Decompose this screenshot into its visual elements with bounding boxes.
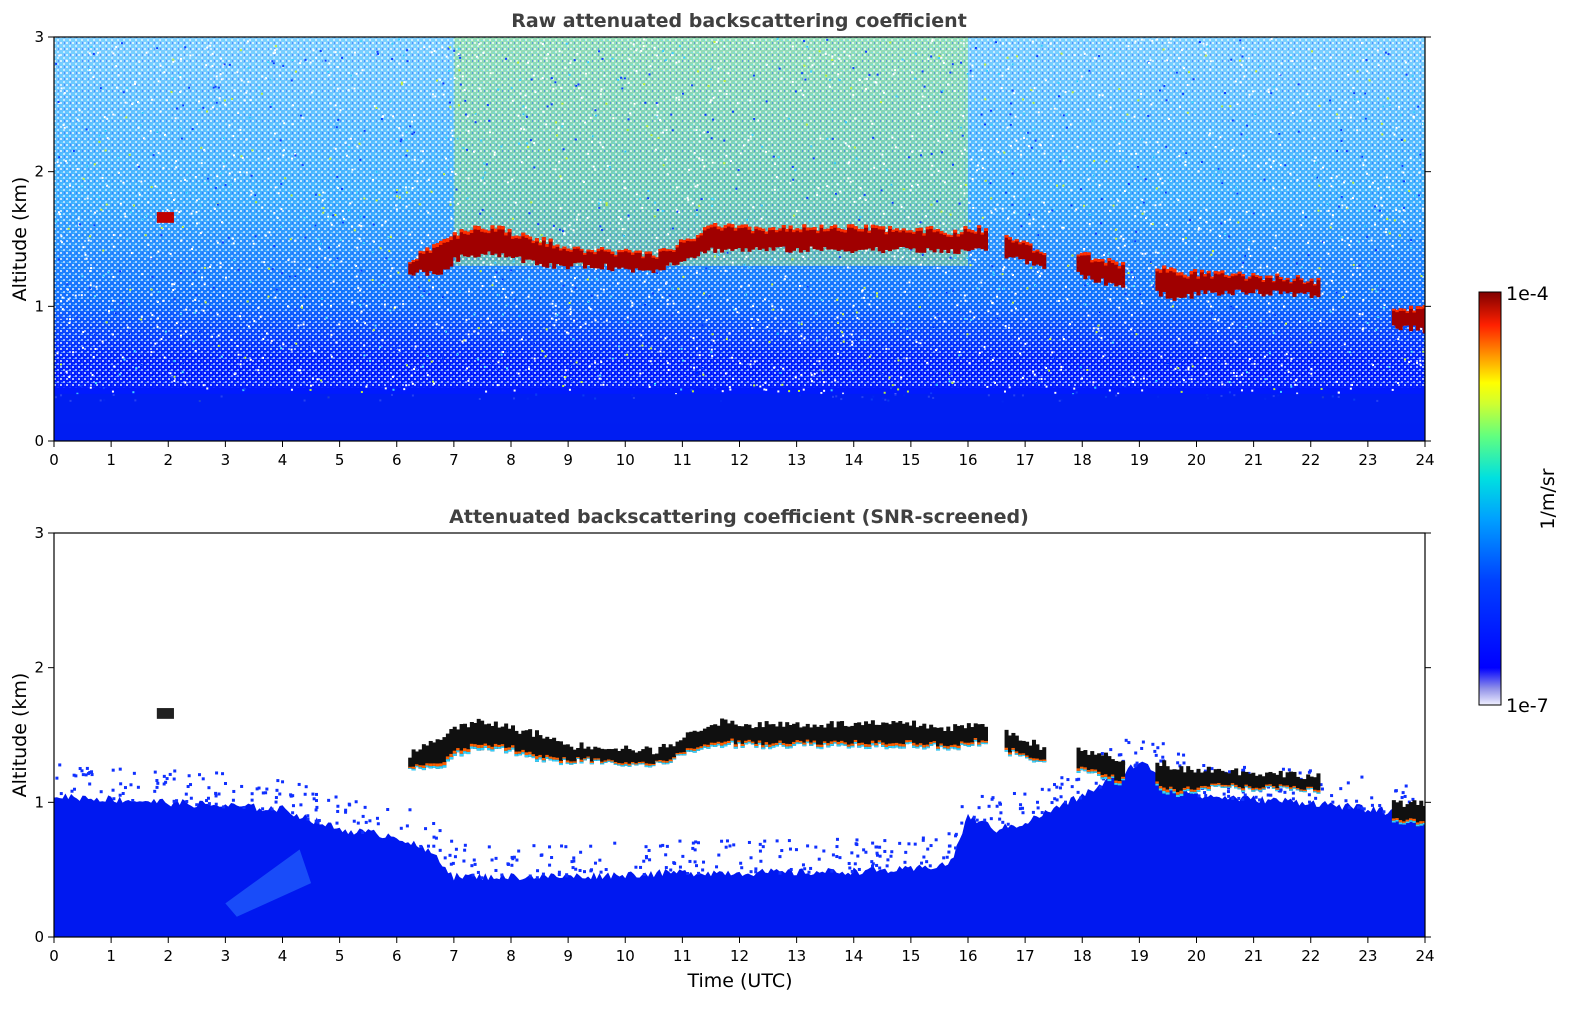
panel2-x-ticks: 0 1 2 3 4 5 6 7 8 9 10 11 12 13 14 15 16 17 18 19 20 21 22 23 24 (49, 937, 1435, 965)
x-tick-label: 16 (958, 947, 977, 965)
colorbar-min-label: 1e-7 (1506, 695, 1549, 717)
x-tick-label: 23 (1358, 947, 1377, 965)
x-tick-label: 19 (1130, 947, 1149, 965)
panel1-y-ticks: 0 1 2 3 (34, 28, 1431, 450)
y-tick-label: 3 (34, 28, 44, 46)
aerosol-plume (225, 849, 312, 917)
x-tick-label: 5 (335, 451, 345, 469)
x-tick-label: 11 (673, 947, 692, 965)
x-tick-label: 11 (673, 451, 692, 469)
y-tick-label: 0 (34, 432, 44, 450)
x-tick-label: 17 (1016, 451, 1035, 469)
colorbar: 1e-4 1e-7 1/m/sr (1478, 283, 1559, 717)
raw-backscatter-panel: Raw attenuated backscattering coefficien… (9, 10, 1435, 469)
x-tick-label: 3 (221, 947, 231, 965)
x-tick-label: 18 (1073, 451, 1092, 469)
noise-speckles (54, 37, 1425, 403)
x-tick-label: 19 (1130, 451, 1149, 469)
panel1-x-ticks: 0 1 2 3 4 5 6 7 8 9 10 11 12 13 14 15 16 17 18 19 20 21 22 23 24 (49, 441, 1435, 469)
x-tick-label: 24 (1415, 451, 1434, 469)
x-tick-label: 5 (335, 947, 345, 965)
x-tick-label: 9 (563, 947, 573, 965)
y-tick-label: 2 (34, 163, 44, 181)
heatmap-cells (54, 533, 1425, 937)
x-tick-label: 14 (844, 451, 863, 469)
noise-texture (54, 37, 1425, 388)
panel2-plot-area (54, 533, 1425, 937)
x-tick-label: 17 (1016, 947, 1035, 965)
x-tick-label: 2 (163, 451, 173, 469)
x-tick-label: 15 (901, 947, 920, 965)
panel2-xlabel: Time (UTC) (686, 970, 792, 992)
x-tick-label: 10 (616, 451, 635, 469)
panel2-ylabel: Altitude (km) (9, 673, 31, 798)
x-tick-label: 3 (221, 451, 231, 469)
x-tick-label: 20 (1187, 451, 1206, 469)
y-tick-label: 1 (34, 297, 44, 315)
panel1-title: Raw attenuated backscattering coefficien… (511, 10, 967, 32)
x-tick-label: 1 (106, 451, 116, 469)
panel1-ylabel: Altitude (km) (9, 177, 31, 302)
x-tick-label: 24 (1415, 947, 1434, 965)
x-tick-label: 8 (506, 451, 516, 469)
cloud-layer (408, 718, 1425, 827)
colorbar-unit-label: 1/m/sr (1537, 468, 1559, 529)
heatmap-cells (54, 37, 1425, 441)
x-tick-label: 15 (901, 451, 920, 469)
cloud-layer (408, 223, 1425, 334)
x-tick-label: 0 (49, 947, 59, 965)
x-tick-label: 10 (616, 947, 635, 965)
colorbar-gradient (1478, 291, 1502, 706)
x-tick-label: 8 (506, 947, 516, 965)
x-tick-label: 1 (106, 947, 116, 965)
x-tick-label: 2 (163, 947, 173, 965)
x-tick-label: 7 (449, 451, 459, 469)
x-tick-label: 12 (730, 947, 749, 965)
x-tick-label: 22 (1301, 451, 1320, 469)
x-tick-label: 21 (1244, 451, 1263, 469)
x-tick-label: 7 (449, 947, 459, 965)
panel2-title: Attenuated backscattering coefficient (S… (449, 506, 1029, 528)
x-tick-label: 6 (392, 947, 402, 965)
boundary-layer-area (54, 761, 1425, 937)
small-cloud (156, 212, 174, 223)
x-tick-label: 13 (787, 947, 806, 965)
x-tick-label: 16 (958, 451, 977, 469)
y-tick-label: 3 (34, 524, 44, 542)
x-tick-label: 21 (1244, 947, 1263, 965)
y-tick-label: 2 (34, 659, 44, 677)
x-tick-label: 22 (1301, 947, 1320, 965)
surface-layer (54, 393, 1425, 441)
x-tick-label: 23 (1358, 451, 1377, 469)
x-tick-label: 12 (730, 451, 749, 469)
y-tick-label: 1 (34, 793, 44, 811)
snr-screened-panel: Attenuated backscattering coefficient (S… (9, 506, 1435, 992)
x-tick-label: 18 (1073, 947, 1092, 965)
colorbar-max-label: 1e-4 (1506, 283, 1549, 305)
x-tick-label: 20 (1187, 947, 1206, 965)
x-tick-label: 9 (563, 451, 573, 469)
panel1-plot-area (54, 37, 1425, 441)
x-tick-label: 0 (49, 451, 59, 469)
x-tick-label: 13 (787, 451, 806, 469)
x-tick-label: 6 (392, 451, 402, 469)
panel2-y-ticks: 0 1 2 3 (34, 524, 1431, 946)
y-tick-label: 0 (34, 928, 44, 946)
small-cloud (156, 708, 174, 719)
x-tick-label: 4 (278, 947, 288, 965)
x-tick-label: 4 (278, 451, 288, 469)
x-tick-label: 14 (844, 947, 863, 965)
